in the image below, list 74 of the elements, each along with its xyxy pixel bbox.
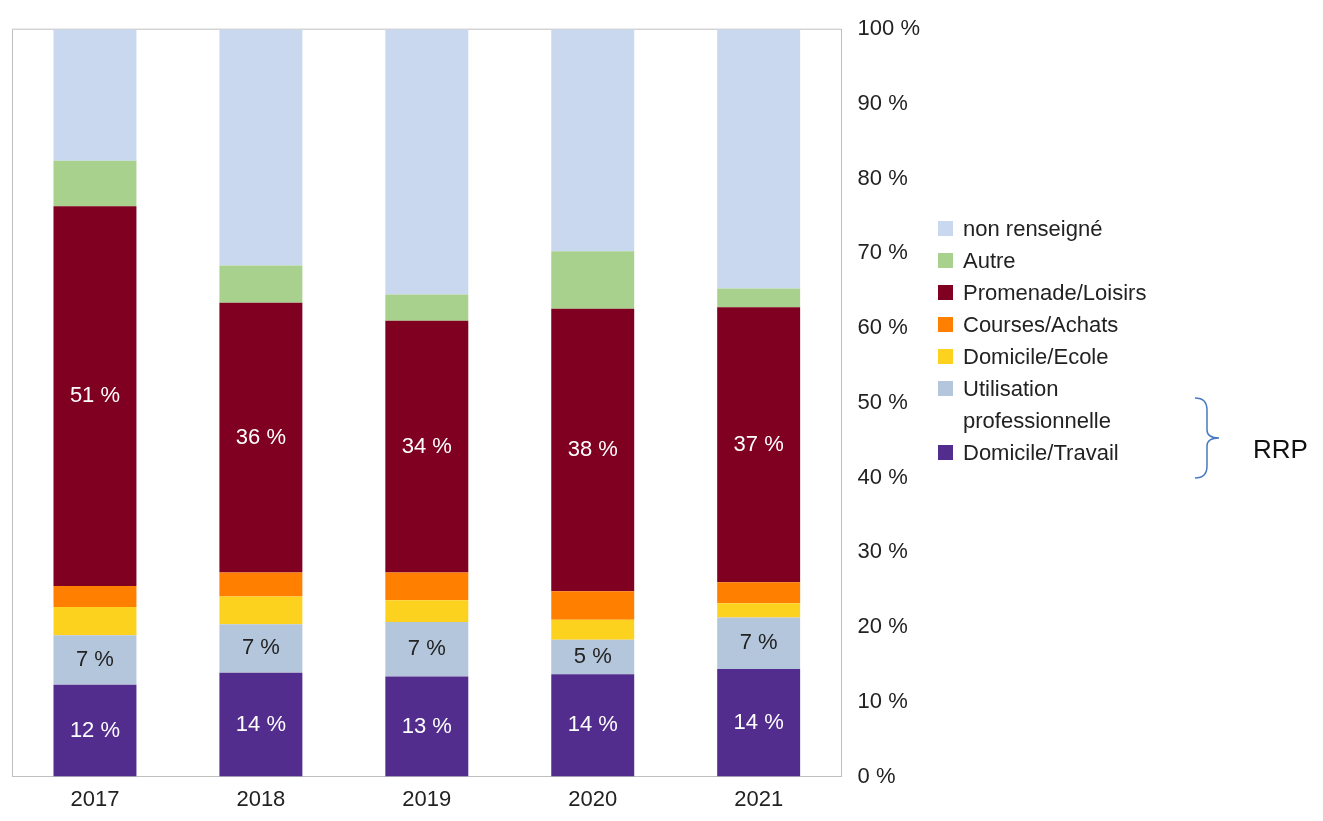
y-tick-label: 70 % [857,239,908,265]
y-tick-label: 60 % [857,314,908,340]
data-label: 12 % [69,716,121,742]
bar [219,672,303,777]
bar [219,29,303,266]
data-label: 5 % [573,643,612,669]
bar [551,29,635,252]
bar [385,621,469,677]
x-tick-label: 2021 [734,785,784,811]
legend-label: Utilisation professionnelle [963,375,1112,435]
x-tick-label: 2017 [70,785,120,811]
x-tick-label: 2018 [236,785,286,811]
y-tick-label: 20 % [857,613,908,639]
y-tick-label: 80 % [857,164,908,190]
bar [717,582,801,604]
x-tick-label: 2019 [402,785,452,811]
bar [219,572,303,597]
data-label: 7 % [76,646,114,672]
y-tick-label: 90 % [857,90,908,115]
legend-label: Domicile/Ecole [963,343,1110,371]
data-label: 13 % [401,712,452,738]
data-label: 14 % [235,710,286,736]
data-label: 37 % [733,430,784,456]
bar [219,624,303,673]
bar [385,29,469,295]
data-label: 14 % [733,708,784,734]
bar [717,603,801,618]
bar [551,591,635,620]
bar [551,251,635,309]
bar [219,596,303,625]
legend-label: Domicile/Travail [963,439,1120,467]
legend-label: Courses/Achats [963,311,1120,339]
bar [53,606,137,636]
legend-label: Promenade/Loisirs [963,279,1148,307]
bar [385,572,469,601]
bar [53,586,137,607]
bar [551,639,635,675]
bar [385,676,469,777]
data-label: 38 % [567,436,618,462]
y-tick-label: 0 % [857,762,896,788]
bar [53,206,137,587]
data-label: 34 % [401,432,452,458]
data-label: 14 % [567,711,618,737]
data-label: 7 % [241,634,280,660]
y-tick-label: 40 % [857,463,908,489]
bar [219,265,303,303]
bar [717,29,801,289]
y-tick-label: 10 % [857,687,908,713]
legend-label: Autre [963,247,1017,275]
bar [717,288,801,308]
data-label: 7 % [407,635,446,661]
y-tick-label: 50 % [857,388,908,414]
bar [53,635,137,685]
bar [219,302,303,573]
bar [717,668,801,777]
y-tick-label: 30 % [857,538,908,564]
bar [551,308,635,592]
bar [53,160,137,207]
bar [385,600,469,622]
data-label: 51 % [69,382,121,408]
bar [53,29,137,161]
bar [551,674,635,777]
text: RRP [1253,434,1308,465]
y-tick-label: 100 % [857,15,921,41]
data-label: 36 % [235,423,286,449]
bar [53,684,137,777]
legend-label: non renseigné [963,215,1104,243]
bar [385,320,469,573]
bar [551,619,635,640]
bar [385,294,469,321]
bar [717,307,801,583]
bar [717,617,801,669]
data-label: 7 % [739,629,778,655]
x-tick-label: 2020 [568,785,618,811]
